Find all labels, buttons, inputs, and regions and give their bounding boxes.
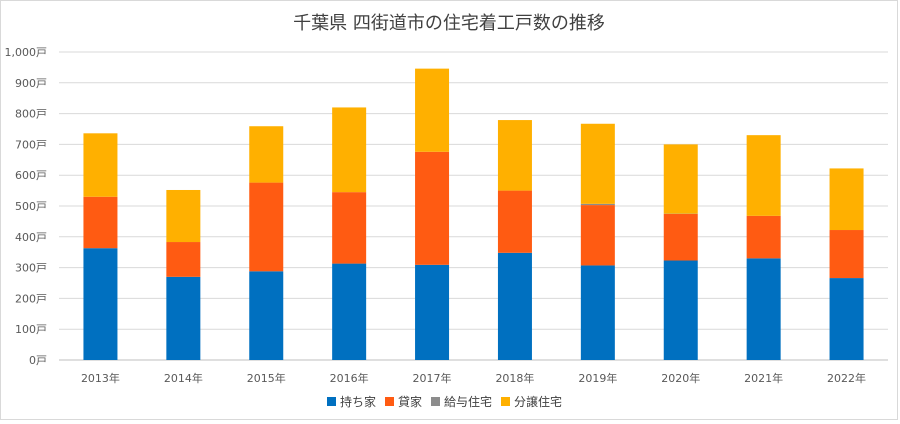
bar-segment: [83, 133, 117, 196]
legend: 持ち家 貸家 給与住宅 分譲住宅: [327, 394, 562, 409]
bar-segment: [830, 168, 864, 230]
bar-segment: [332, 192, 366, 263]
legend-label: 給与住宅: [444, 394, 492, 409]
bar-segment: [581, 204, 615, 205]
bar-segment: [83, 248, 117, 360]
x-tick-label: 2018年: [495, 371, 534, 385]
bars: [83, 69, 863, 360]
x-tick-label: 2016年: [330, 371, 369, 385]
y-tick-label: 1,000戸: [5, 46, 48, 59]
x-tick-label: 2017年: [413, 371, 452, 385]
chart-title: 千葉県 四街道市の住宅着工戸数の推移: [293, 13, 605, 34]
legend-swatch: [385, 397, 394, 406]
y-tick-label: 600戸: [15, 169, 47, 182]
bar-segment: [830, 278, 864, 360]
bar-segment: [166, 190, 200, 242]
y-tick-label: 500戸: [15, 200, 47, 213]
bar-segment: [830, 230, 864, 278]
bar-segment: [581, 124, 615, 204]
x-tick-label: 2020年: [661, 371, 700, 385]
bar-segment: [83, 197, 117, 248]
legend-label: 分譲住宅: [514, 394, 562, 409]
bar-segment: [249, 183, 283, 272]
y-tick-label: 700戸: [15, 138, 47, 151]
bar-segment: [664, 261, 698, 360]
y-tick-label: 0戸: [29, 354, 47, 367]
bar-segment: [581, 205, 615, 265]
legend-swatch: [327, 397, 336, 406]
y-axis: 0戸 100戸 200戸 300戸 400戸 500戸 600戸 700戸 800戸 900戸 1,…: [5, 46, 48, 367]
y-tick-label: 200戸: [15, 292, 47, 305]
bar-segment: [498, 120, 532, 191]
bar-segment: [415, 152, 449, 265]
bar-segment: [249, 271, 283, 360]
bar-segment: [249, 126, 283, 182]
x-tick-label: 2021年: [744, 371, 783, 385]
bar-segment: [664, 144, 698, 213]
y-tick-label: 900戸: [15, 77, 47, 90]
x-tick-label: 2013年: [81, 371, 120, 385]
bar-segment: [332, 264, 366, 360]
bar-segment: [747, 258, 781, 360]
x-tick-label: 2015年: [247, 371, 286, 385]
bar-segment: [664, 214, 698, 261]
bar-segment: [415, 69, 449, 152]
legend-label: 持ち家: [340, 394, 376, 409]
bar-segment: [166, 277, 200, 360]
x-tick-label: 2022年: [827, 371, 866, 385]
y-tick-label: 100戸: [15, 323, 47, 336]
legend-swatch: [501, 397, 510, 406]
bar-segment: [747, 135, 781, 216]
legend-label: 貸家: [398, 394, 422, 409]
bar-segment: [747, 216, 781, 259]
bar-segment: [415, 265, 449, 360]
bar-segment: [332, 107, 366, 192]
x-tick-label: 2019年: [578, 371, 617, 385]
bar-segment: [581, 265, 615, 360]
y-tick-label: 400戸: [15, 231, 47, 244]
bar-segment: [498, 191, 532, 253]
y-tick-label: 300戸: [15, 262, 47, 275]
bar-segment: [498, 253, 532, 360]
legend-swatch: [431, 397, 440, 406]
x-tick-label: 2014年: [164, 371, 203, 385]
x-axis: 2013年 2014年 2015年 2016年 2017年 2018年 2019年 2020年…: [81, 371, 866, 385]
y-tick-label: 800戸: [15, 108, 47, 121]
bar-segment: [166, 242, 200, 277]
